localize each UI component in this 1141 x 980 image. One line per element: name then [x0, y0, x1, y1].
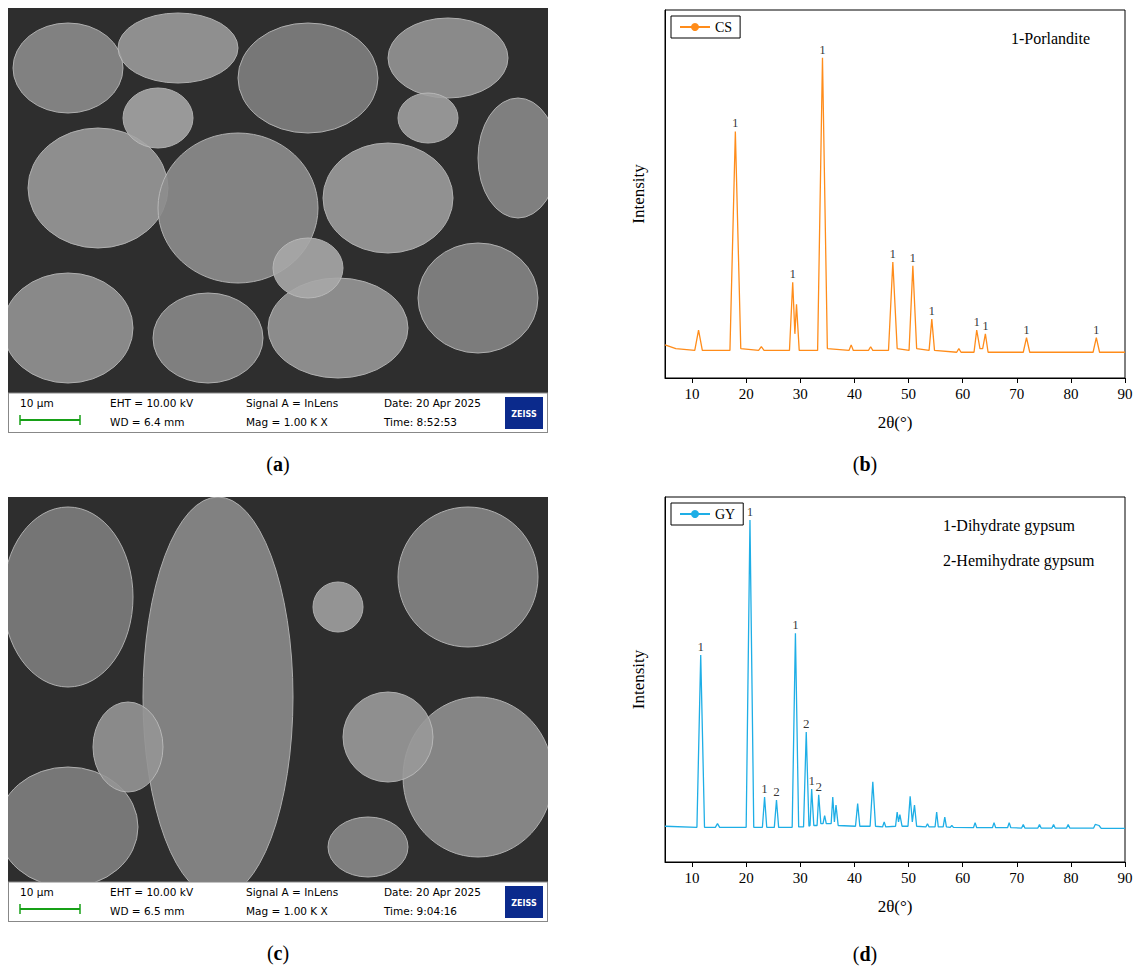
svg-text:EHT = 10.00 kV: EHT = 10.00 kV: [110, 886, 194, 898]
svg-text:1-Dihydrate gypsum: 1-Dihydrate gypsum: [943, 517, 1076, 535]
svg-text:ZEISS: ZEISS: [511, 899, 537, 908]
svg-text:70: 70: [1009, 386, 1024, 402]
svg-text:Signal A = InLens: Signal A = InLens: [246, 397, 338, 409]
svg-text:2: 2: [773, 784, 780, 799]
svg-text:Mag = 1.00 K X: Mag = 1.00 K X: [246, 416, 328, 428]
svg-text:1: 1: [929, 303, 936, 318]
svg-text:30: 30: [793, 870, 808, 886]
svg-text:2: 2: [815, 779, 822, 794]
svg-text:10 μm: 10 μm: [20, 397, 54, 409]
svg-text:1: 1: [732, 115, 739, 130]
svg-text:1: 1: [792, 617, 799, 632]
svg-text:CS: CS: [715, 20, 732, 35]
svg-text:2: 2: [803, 716, 810, 731]
svg-text:10 μm: 10 μm: [20, 886, 54, 898]
svg-text:60: 60: [955, 870, 970, 886]
svg-text:50: 50: [901, 386, 916, 402]
svg-text:90: 90: [1118, 870, 1133, 886]
svg-text:20: 20: [739, 870, 754, 886]
svg-text:WD = 6.5 mm: WD = 6.5 mm: [110, 905, 184, 917]
html-text:(a): (a): [266, 453, 290, 475]
svg-text:Time: 8:52:53: Time: 8:52:53: [383, 416, 457, 428]
svg-text:1: 1: [819, 42, 826, 57]
svg-text:Signal A = InLens: Signal A = InLens: [246, 886, 338, 898]
svg-text:2θ(°): 2θ(°): [878, 897, 913, 916]
svg-text:Date: 20 Apr 2025: Date: 20 Apr 2025: [384, 397, 481, 409]
html-text:(d): (d): [852, 943, 878, 965]
svg-text:20: 20: [739, 386, 754, 402]
svg-text:1: 1: [1023, 322, 1030, 337]
svg-text:1: 1: [789, 266, 796, 281]
svg-text:40: 40: [847, 870, 862, 886]
svg-text:1: 1: [808, 773, 815, 788]
html-text:(b): (b): [852, 453, 878, 475]
svg-text:Intensity: Intensity: [629, 164, 648, 224]
svg-text:60: 60: [955, 386, 970, 402]
svg-text:ZEISS: ZEISS: [511, 410, 537, 419]
svg-text:GY: GY: [715, 507, 735, 522]
svg-text:40: 40: [847, 386, 862, 402]
svg-text:Time: 9:04:16: Time: 9:04:16: [383, 905, 457, 917]
svg-text:2-Hemihydrate gypsum: 2-Hemihydrate gypsum: [943, 552, 1095, 570]
svg-text:50: 50: [901, 870, 916, 886]
svg-text:Intensity: Intensity: [629, 649, 648, 709]
svg-text:Mag = 1.00 K X: Mag = 1.00 K X: [246, 905, 328, 917]
svg-text:80: 80: [1063, 870, 1078, 886]
svg-text:80: 80: [1063, 386, 1078, 402]
svg-text:70: 70: [1009, 870, 1024, 886]
svg-text:90: 90: [1118, 386, 1133, 402]
svg-text:WD = 6.4 mm: WD = 6.4 mm: [110, 416, 184, 428]
svg-text:1-Porlandite: 1-Porlandite: [1011, 30, 1090, 47]
svg-text:10: 10: [685, 386, 700, 402]
svg-text:10: 10: [685, 870, 700, 886]
svg-text:2θ(°): 2θ(°): [878, 413, 913, 432]
svg-text:1: 1: [973, 314, 980, 329]
svg-text:1: 1: [747, 504, 754, 519]
svg-text:1: 1: [910, 250, 917, 265]
svg-text:1: 1: [1093, 322, 1100, 337]
svg-text:1: 1: [697, 639, 704, 654]
svg-text:Date: 20 Apr 2025: Date: 20 Apr 2025: [384, 886, 481, 898]
html-text:(c): (c): [266, 942, 290, 964]
svg-text:30: 30: [793, 386, 808, 402]
svg-text:1: 1: [761, 781, 768, 796]
svg-text:1: 1: [890, 246, 897, 261]
svg-text:EHT = 10.00 kV: EHT = 10.00 kV: [110, 397, 194, 409]
svg-text:1: 1: [982, 318, 989, 333]
